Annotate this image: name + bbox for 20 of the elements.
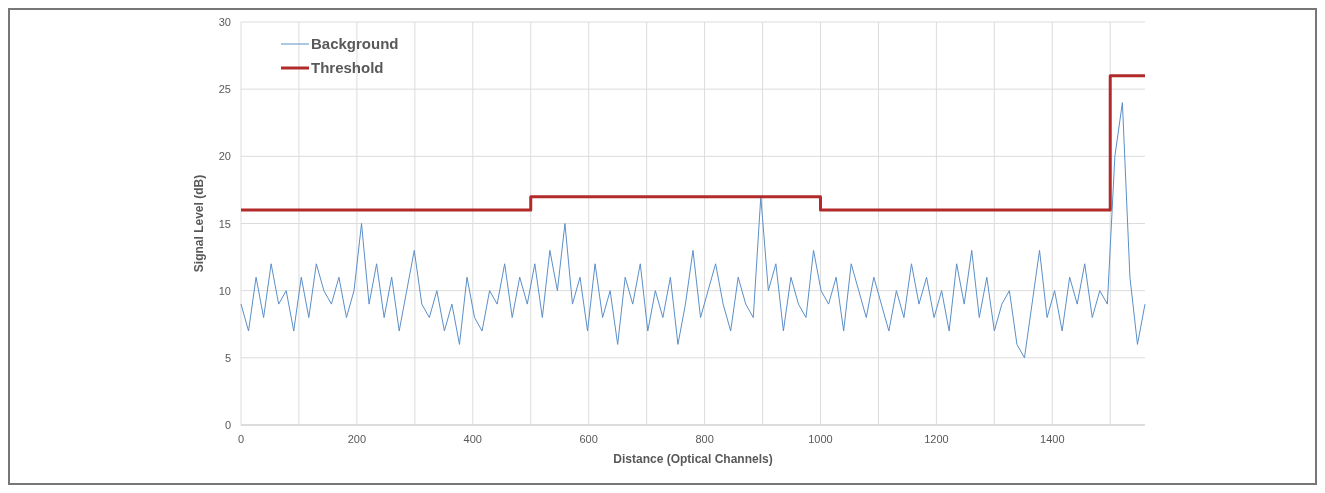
legend-label: Background	[311, 35, 399, 52]
x-tick-label: 1000	[808, 433, 833, 445]
line-series	[240, 102, 1146, 359]
y-tick-label: 10	[218, 284, 231, 297]
y-tick-label: 5	[224, 351, 231, 364]
y-tick-label: 0	[224, 419, 231, 431]
y-tick-label: 20	[218, 150, 231, 163]
x-tick-label: 600	[579, 433, 598, 445]
x-tick-label: 1400	[1040, 433, 1065, 445]
y-tick-label: 30	[218, 16, 231, 28]
x-tick-label: 800	[695, 433, 714, 445]
x-tick-label: 0	[237, 433, 245, 445]
x-tick-label: 1200	[924, 433, 949, 445]
x-tick-label: 200	[347, 433, 367, 445]
x-axis-title: Distance (Optical Channels)	[613, 452, 773, 466]
y-tick-label: 25	[218, 83, 231, 96]
x-tick-label: 400	[463, 433, 482, 445]
y-tick-label: 15	[218, 217, 231, 230]
y-axis-title: Signal Level (dB)	[192, 174, 206, 273]
legend-label: Threshold	[311, 59, 384, 76]
